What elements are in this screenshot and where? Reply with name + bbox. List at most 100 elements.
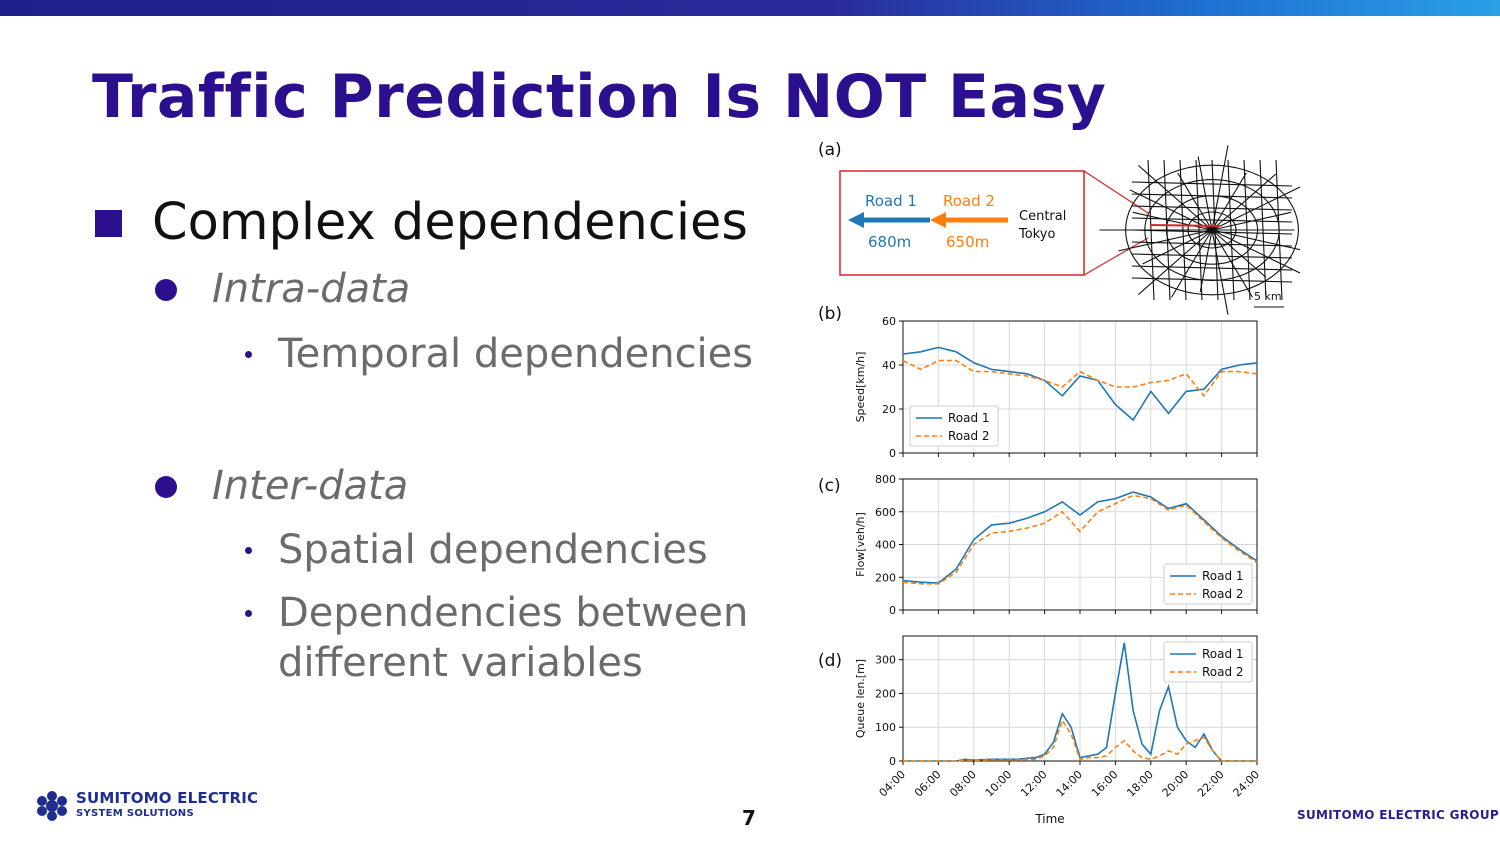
y-tick-label: 400	[875, 539, 896, 552]
road-segment	[1171, 229, 1213, 298]
item-dependencies-between: Dependencies between	[278, 590, 749, 636]
x-tick-label: 24:00	[1231, 768, 1263, 800]
road2-length: 650m	[946, 233, 989, 251]
grid-road	[1275, 159, 1283, 301]
tokyo-road-network	[1099, 145, 1300, 315]
dot-bullet-icon	[245, 351, 252, 358]
road-segment	[1118, 229, 1213, 252]
grid-road	[1243, 159, 1251, 301]
grid-road	[1131, 277, 1293, 283]
page-number: 7	[742, 806, 756, 830]
y-tick-label: 300	[875, 654, 896, 667]
logo-subtitle: SYSTEM SOLUTIONS	[76, 808, 194, 819]
grid-road	[1131, 241, 1293, 247]
y-tick-label: 20	[882, 403, 896, 416]
road2-label: Road 2	[943, 192, 995, 210]
x-tick-label: 22:00	[1195, 768, 1227, 800]
x-tick-label: 16:00	[1089, 768, 1121, 800]
legend-label-road2: Road 2	[948, 429, 990, 443]
grid-road	[1179, 159, 1187, 301]
destination-label: Tokyo	[1018, 227, 1055, 242]
square-bullet-icon	[95, 210, 122, 237]
x-tick-label: 06:00	[912, 768, 944, 800]
destination-label: Central	[1019, 209, 1066, 224]
x-tick-label: 10:00	[983, 768, 1015, 800]
item-spatial-dependencies: Spatial dependencies	[278, 527, 708, 573]
item-temporal-dependencies: Temporal dependencies	[278, 331, 754, 377]
panel-label-c: (c)	[818, 476, 841, 496]
series-line-road2	[903, 718, 1257, 762]
grid-road	[1195, 159, 1203, 301]
grid-road	[1131, 253, 1293, 259]
item-different-variables: different variables	[278, 640, 643, 686]
road1-length: 680m	[868, 233, 911, 251]
road1-arrow-head-icon	[848, 212, 864, 228]
circle-bullet-icon	[155, 476, 177, 498]
y-tick-label: 600	[875, 506, 896, 519]
y-tick-label: 200	[875, 687, 896, 700]
legend-label-road1: Road 1	[1202, 647, 1244, 661]
series-line-road1	[902, 346, 1258, 422]
legend-label-road2: Road 2	[1202, 665, 1244, 679]
subbullet-intra-data: Intra-data	[212, 266, 411, 312]
x-tick-label: 04:00	[877, 768, 909, 800]
road-segment	[1199, 229, 1213, 293]
road-segment	[1211, 186, 1300, 231]
panel-label-b: (b)	[818, 304, 842, 324]
company-logo: SUMITOMO ELECTRIC SYSTEM SOLUTIONS	[32, 789, 272, 825]
x-axis-label: Time	[1034, 812, 1064, 826]
road2-arrow-head-icon	[930, 212, 946, 228]
y-tick-label: 200	[875, 571, 896, 584]
slide-title: Traffic Prediction Is NOT Easy	[92, 62, 1107, 132]
road1-label: Road 1	[865, 192, 917, 210]
panel-label-d: (d)	[818, 651, 842, 671]
x-tick-label: 14:00	[1054, 768, 1086, 800]
x-tick-label: 20:00	[1160, 768, 1192, 800]
y-tick-label: 0	[889, 755, 896, 768]
grid-road	[1227, 159, 1235, 301]
grid-road	[1131, 217, 1293, 223]
grid-road	[1131, 193, 1293, 199]
road-segment	[1177, 172, 1213, 231]
top-banner	[0, 0, 1500, 16]
inset-box	[839, 170, 1085, 276]
dot-bullet-icon	[245, 547, 252, 554]
y-axis-label: Queue len.[m]	[854, 659, 867, 738]
inset-connector-line	[1083, 237, 1149, 276]
footer-group-name: SUMITOMO ELECTRIC GROUP	[1297, 808, 1499, 822]
legend-label-road1: Road 1	[1202, 569, 1244, 583]
plot-frame	[902, 320, 1258, 454]
ring-road	[1187, 211, 1237, 249]
series-line-road1	[903, 642, 1257, 762]
circle-bullet-icon	[155, 279, 177, 301]
logo-name: SUMITOMO ELECTRIC	[76, 789, 259, 807]
legend-label-road2: Road 2	[1202, 587, 1244, 601]
grid-road	[1131, 265, 1293, 271]
y-axis-label: Speed[km/h]	[854, 352, 867, 423]
y-tick-label: 100	[875, 721, 896, 734]
dot-bullet-icon	[245, 610, 252, 617]
highlighted-road	[1149, 224, 1221, 227]
grid-road	[1131, 229, 1293, 235]
panel-label-a: (a)	[818, 140, 842, 160]
legend-label-road1: Road 1	[948, 411, 990, 425]
road-segment	[1197, 156, 1213, 231]
subbullet-inter-data: Inter-data	[212, 463, 409, 509]
road-segment	[1211, 229, 1300, 274]
grid-road	[1131, 205, 1293, 211]
y-tick-label: 800	[875, 473, 896, 486]
traffic-figure: (a) Road 1 Road 2 680m 650m Central Tokyo 5 km 0…	[818, 140, 1300, 826]
road-segment	[1211, 229, 1300, 251]
bullet-complex-dependencies: Complex dependencies	[152, 193, 748, 252]
y-axis-label: Flow[veh/h]	[854, 512, 867, 577]
sumitomo-emblem-icon	[37, 791, 67, 821]
y-tick-label: 60	[882, 315, 896, 328]
grid-road	[1211, 159, 1219, 301]
x-tick-label: 18:00	[1124, 768, 1156, 800]
y-tick-label: 0	[889, 447, 896, 460]
plot-frame	[902, 635, 1258, 762]
x-tick-label: 08:00	[947, 768, 979, 800]
plot-frame	[902, 478, 1258, 611]
series-line-road2	[902, 359, 1258, 398]
y-tick-label: 40	[882, 359, 896, 372]
